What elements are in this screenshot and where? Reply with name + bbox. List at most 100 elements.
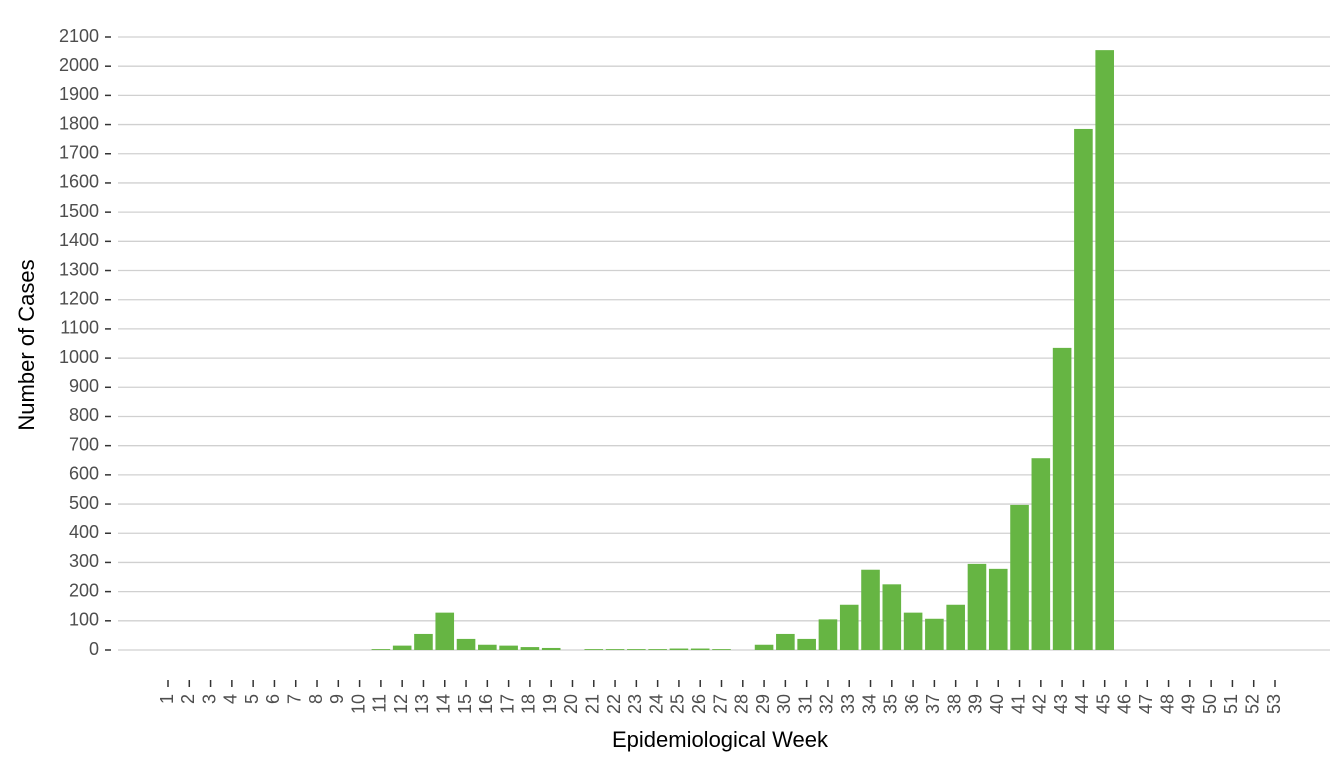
- bar: [627, 649, 646, 650]
- x-tick-label: 47: [1136, 694, 1156, 714]
- x-tick-label: 40: [987, 694, 1007, 714]
- x-tick-label: 27: [710, 694, 730, 714]
- bar: [371, 649, 391, 650]
- x-tick-label: 35: [881, 694, 901, 714]
- bar: [648, 649, 667, 650]
- bar: [1052, 347, 1072, 650]
- x-tick-label: 51: [1221, 694, 1241, 714]
- x-tick-label: 9: [327, 694, 347, 704]
- x-tick-label: 45: [1093, 694, 1113, 714]
- x-tick-label: 20: [561, 694, 581, 714]
- x-tick-label: 4: [221, 694, 241, 704]
- x-tick-label: 39: [966, 694, 986, 714]
- bar: [967, 563, 987, 650]
- x-tick-label: 50: [1200, 694, 1220, 714]
- bar: [414, 633, 433, 650]
- y-tick-label: 1800: [59, 113, 99, 133]
- y-tick-label: 2000: [59, 55, 99, 75]
- y-tick-label: 1100: [60, 318, 99, 338]
- x-tick-label: 31: [795, 694, 815, 714]
- bar: [605, 649, 625, 650]
- x-tick-label: 48: [1157, 694, 1177, 714]
- x-tick-label: 30: [774, 694, 794, 714]
- bar: [584, 649, 604, 650]
- x-tick-label: 7: [284, 694, 304, 704]
- bar: [1010, 504, 1029, 650]
- y-tick-label: 600: [69, 464, 99, 484]
- x-tick-label: 46: [1115, 694, 1135, 714]
- bar: [925, 618, 944, 650]
- x-tick-label: 15: [455, 694, 475, 714]
- x-tick-label: 28: [732, 694, 752, 714]
- bar: [669, 648, 689, 650]
- x-tick-label: 37: [923, 694, 943, 714]
- x-tick-label: 19: [540, 694, 560, 714]
- bar: [1095, 50, 1114, 650]
- x-tick-label: 17: [497, 694, 517, 714]
- x-tick-label: 29: [753, 694, 773, 714]
- x-tick-label: 8: [306, 694, 326, 704]
- y-tick-label: 1400: [59, 230, 99, 250]
- y-tick-label: 1700: [59, 143, 99, 163]
- y-tick-label: 100: [69, 610, 99, 630]
- x-tick-label: 53: [1264, 694, 1284, 714]
- bar: [754, 644, 774, 650]
- bar: [690, 648, 710, 650]
- y-tick-label: 1600: [59, 172, 99, 192]
- x-tick-label: 26: [689, 694, 709, 714]
- x-tick-label: 12: [391, 694, 411, 714]
- x-tick-label: 41: [1008, 694, 1028, 714]
- y-tick-label: 200: [69, 580, 99, 600]
- bar: [712, 649, 731, 650]
- y-tick-label: 0: [89, 639, 99, 659]
- y-tick-label: 900: [69, 376, 99, 396]
- x-tick-label: 14: [434, 694, 454, 714]
- y-tick-label: 1000: [59, 347, 99, 367]
- bar: [903, 612, 923, 650]
- bar: [776, 633, 795, 650]
- x-tick-label: 10: [348, 694, 368, 714]
- y-tick-label: 1900: [59, 84, 99, 104]
- bar: [797, 638, 816, 650]
- x-tick-label: 13: [412, 694, 432, 714]
- x-axis-title: Epidemiological Week: [612, 727, 829, 752]
- x-tick-label: 25: [668, 694, 688, 714]
- x-tick-label: 22: [604, 694, 624, 714]
- y-tick-label: 700: [69, 434, 99, 454]
- bar: [456, 638, 476, 650]
- bar: [392, 645, 412, 650]
- x-tick-label: 34: [859, 694, 879, 714]
- bar: [839, 604, 859, 650]
- bar: [435, 612, 455, 650]
- bar: [882, 584, 902, 650]
- x-tick-label: 49: [1179, 694, 1199, 714]
- y-axis-title: Number of Cases: [14, 259, 39, 430]
- bar: [1031, 458, 1051, 650]
- x-tick-label: 43: [1051, 694, 1071, 714]
- bar: [499, 645, 518, 650]
- x-tick-label: 52: [1242, 694, 1262, 714]
- x-tick-label: 38: [944, 694, 964, 714]
- bar: [818, 619, 838, 650]
- x-tick-label: 18: [519, 694, 539, 714]
- x-tick-label: 2: [178, 694, 198, 704]
- y-tick-label: 500: [69, 493, 99, 513]
- y-tick-label: 2100: [59, 26, 99, 46]
- x-tick-label: 36: [902, 694, 922, 714]
- x-tick-label: 24: [646, 694, 666, 714]
- y-tick-label: 1300: [59, 259, 99, 279]
- x-tick-label: 42: [1030, 694, 1050, 714]
- y-tick-label: 1200: [59, 288, 99, 308]
- bar: [988, 568, 1008, 650]
- bar: [478, 644, 497, 650]
- x-tick-label: 1: [157, 694, 177, 704]
- y-tick-label: 400: [69, 522, 99, 542]
- bar: [946, 604, 965, 650]
- x-tick-label: 16: [476, 694, 496, 714]
- bar: [541, 647, 561, 650]
- x-tick-label: 44: [1072, 694, 1092, 714]
- bar: [1074, 128, 1093, 650]
- bar: [861, 569, 880, 650]
- x-tick-label: 23: [625, 694, 645, 714]
